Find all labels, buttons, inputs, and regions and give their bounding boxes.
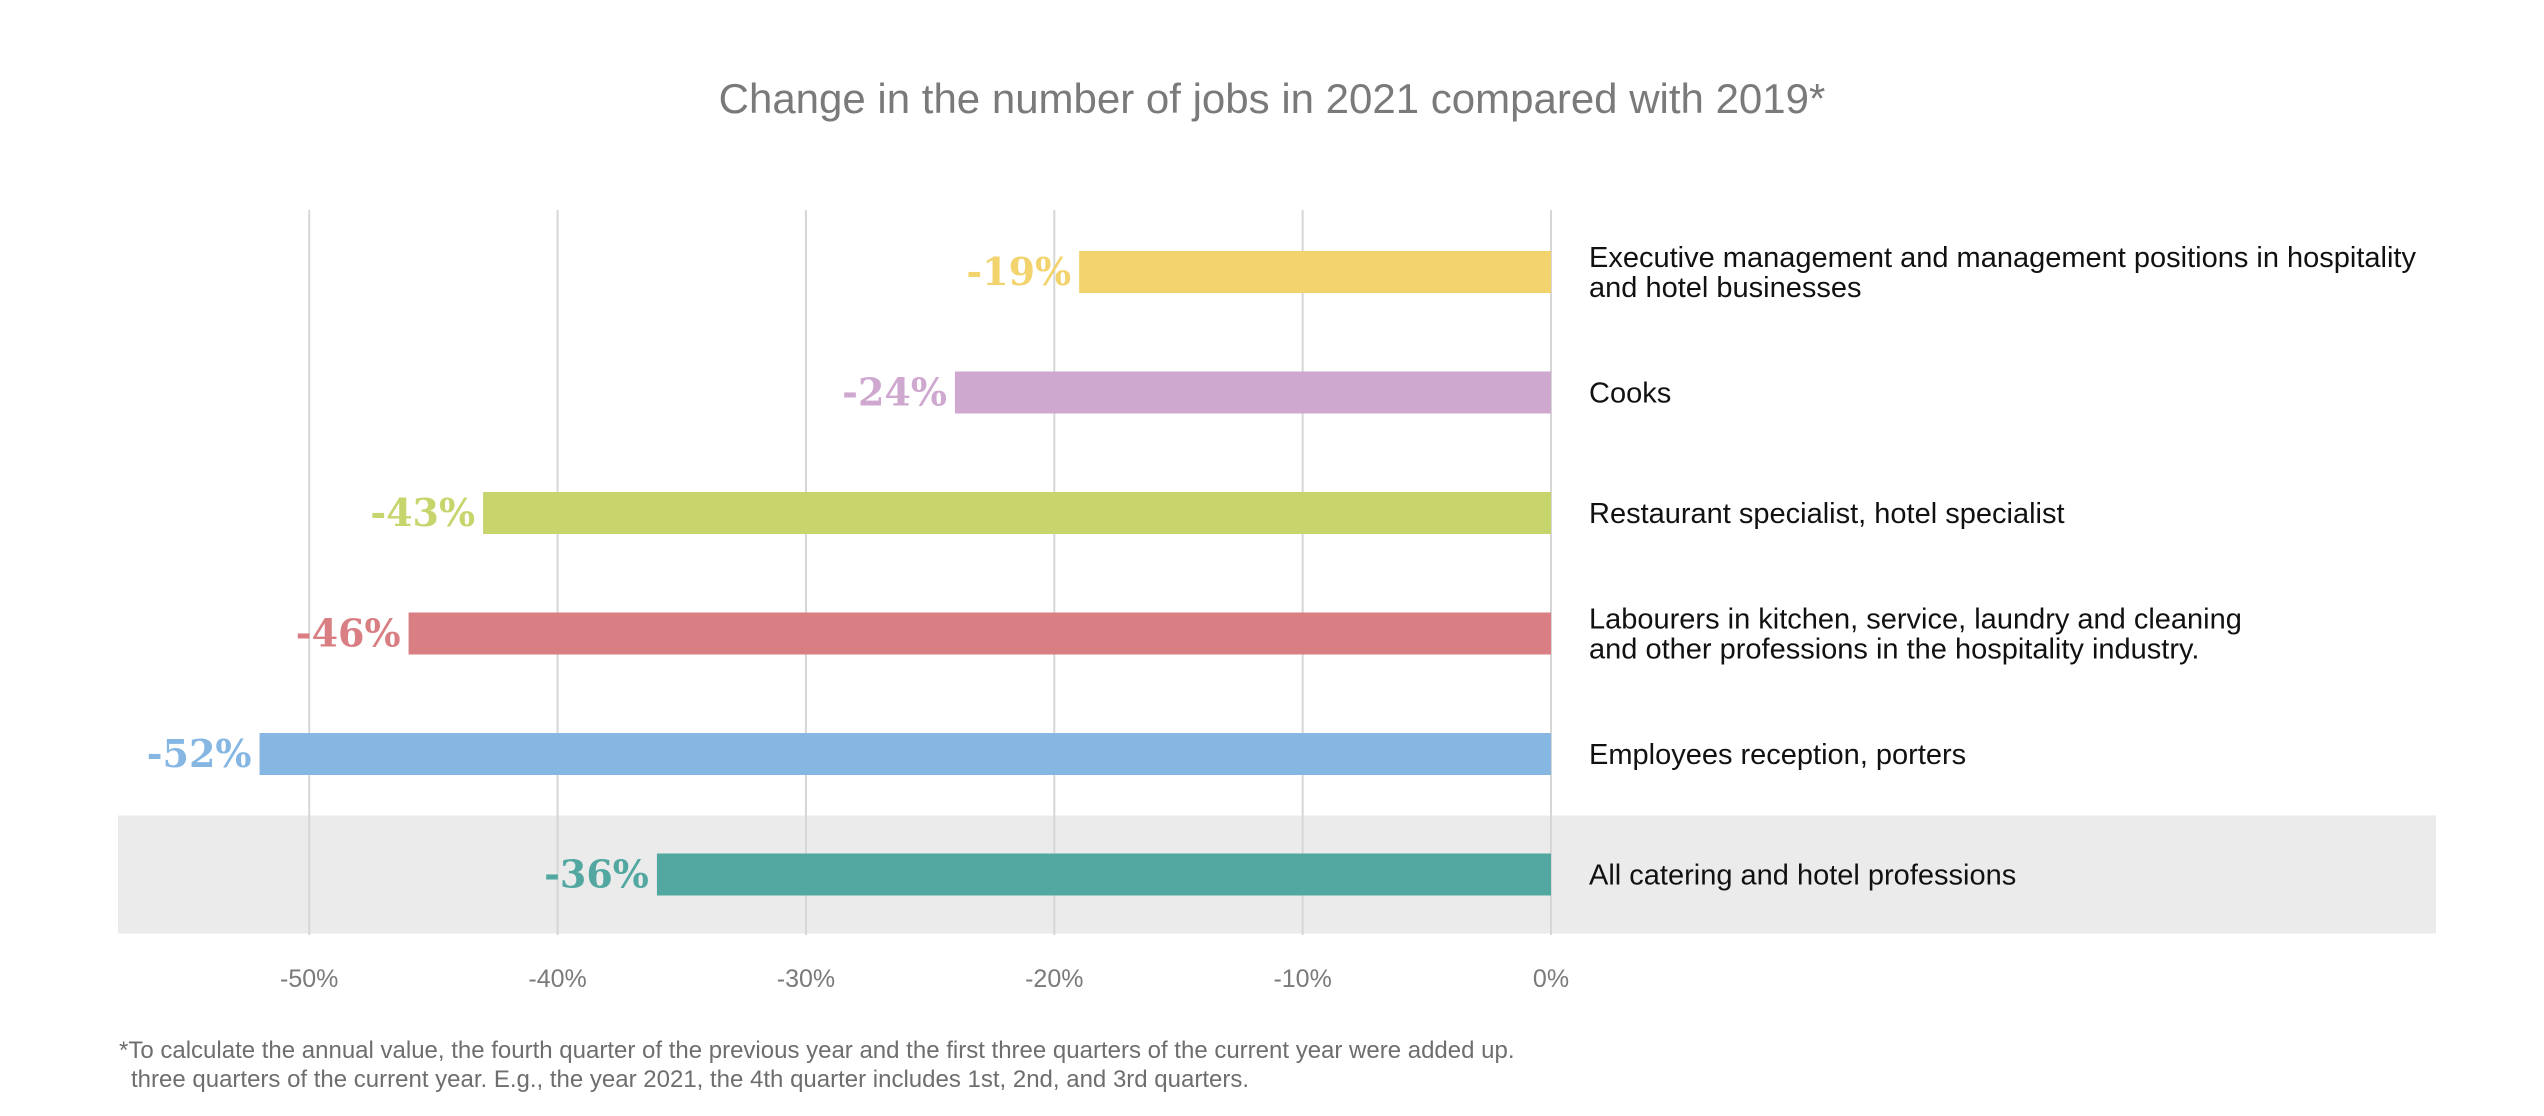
x-tick-label-5: 0% — [1533, 965, 1569, 993]
footnote-line-1: *To calculate the annual value, the four… — [119, 1037, 1515, 1064]
value-label-2: -43% — [370, 490, 475, 535]
value-label-3: -46% — [296, 611, 401, 656]
bar-3 — [408, 612, 1551, 655]
category-label-0-line-0: Executive management and management posi… — [1589, 242, 2416, 274]
x-tick-label-3: -20% — [1025, 965, 1083, 993]
x-tick-label-0: -50% — [280, 965, 338, 993]
chart-title: Change in the number of jobs in 2021 com… — [719, 75, 1826, 122]
bar-2 — [483, 492, 1551, 534]
bar-0 — [1079, 251, 1551, 293]
category-label-5-line-0: All catering and hotel professions — [1589, 860, 2016, 892]
bar-1 — [954, 371, 1551, 414]
value-label-4: -52% — [147, 731, 252, 776]
x-tick-label-2: -30% — [777, 965, 835, 993]
x-tick-label-1: -40% — [528, 965, 586, 993]
category-label-2-line-0: Restaurant specialist, hotel specialist — [1589, 498, 2065, 530]
category-label-1-line-0: Cooks — [1589, 378, 1671, 410]
footnote-line-2: three quarters of the current year. E.g.… — [131, 1066, 1249, 1093]
x-tick-label-4: -10% — [1273, 965, 1331, 993]
bar-5 — [656, 853, 1551, 896]
value-label-5: -36% — [544, 852, 649, 897]
category-label-0-line-1: and hotel businesses — [1589, 272, 1861, 304]
category-label-3-line-1: and other professions in the hospitality… — [1589, 634, 2199, 666]
category-label-3-line-0: Labourers in kitchen, service, laundry a… — [1589, 604, 2242, 636]
value-label-1: -24% — [842, 370, 947, 415]
category-label-4-line-0: Employees reception, porters — [1589, 739, 1966, 771]
value-label-0: -19% — [966, 249, 1071, 294]
bar-4 — [259, 733, 1551, 775]
